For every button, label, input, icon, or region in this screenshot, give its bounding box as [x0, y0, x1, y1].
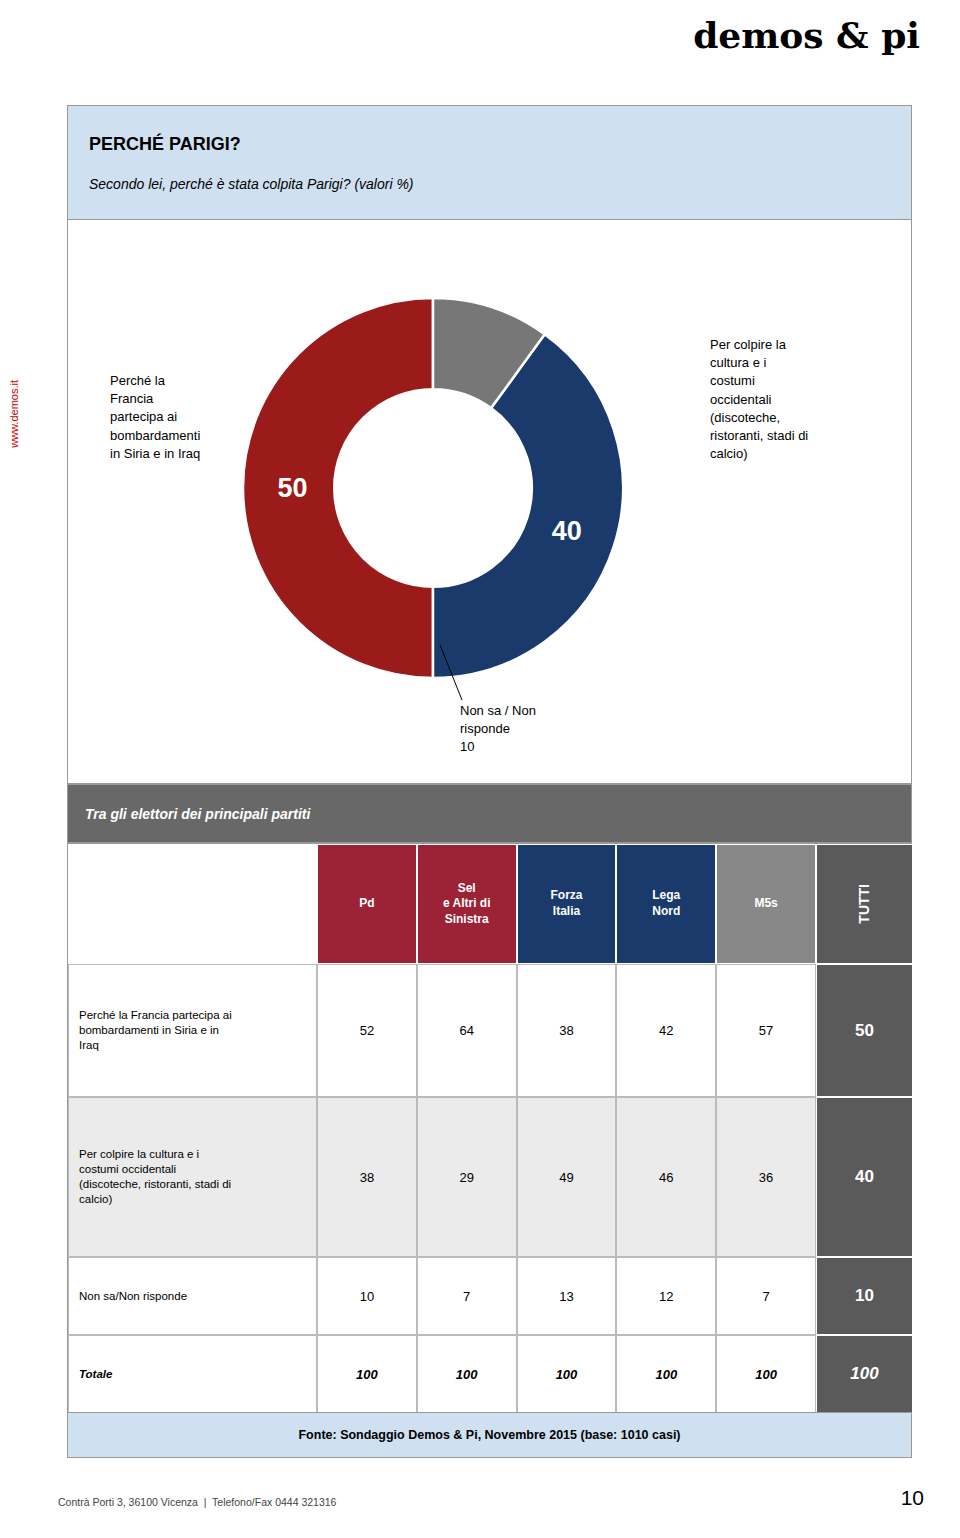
category-label: Non sa / Non risponde 10: [460, 702, 536, 757]
wedge: [433, 298, 545, 408]
category-label: Per colpire la cultura e i costumi occid…: [710, 336, 808, 463]
wedges: [243, 298, 623, 678]
cell-value: 100: [556, 1367, 578, 1382]
table-cell: 100: [417, 1335, 517, 1413]
column-header: Lega Nord: [616, 844, 716, 964]
cell-value: 100: [456, 1367, 478, 1382]
column-header: Pd: [317, 844, 417, 964]
cell-value: 64: [459, 1023, 473, 1038]
cell-value: 13: [559, 1289, 573, 1304]
table-cell: 42: [616, 964, 716, 1097]
cell-value: 38: [360, 1170, 374, 1185]
row-label: Totale: [79, 1367, 112, 1382]
title: PERCHÉ PARIGI?: [89, 134, 241, 155]
cell-value: 12: [659, 1289, 673, 1304]
table-footer: Fonte: Sondaggio Demos & Pi, Novembre 20…: [67, 1412, 912, 1458]
leader-line: [440, 645, 462, 700]
row-label: Perché la Francia partecipa ai bombardam…: [79, 1008, 232, 1053]
table-cell: 50: [816, 964, 913, 1097]
category-text: Per colpire la cultura e i costumi occid…: [710, 337, 808, 461]
row-label-cell: Perché la Francia partecipa ai bombardam…: [68, 964, 317, 1097]
table-cell: 100: [816, 1335, 913, 1413]
table-cell: 38: [517, 964, 617, 1097]
table-cell: 52: [317, 964, 417, 1097]
category-label: Perché la Francia partecipa ai bombardam…: [110, 372, 200, 463]
table-cell: 10: [317, 1257, 417, 1335]
cell-value: 100: [755, 1367, 777, 1382]
data-label: 40: [552, 516, 582, 546]
cell-value: 52: [360, 1023, 374, 1038]
column-header: M5s: [716, 844, 816, 964]
table-cell: 49: [517, 1097, 617, 1257]
row-label: Per colpire la cultura e i costumi occid…: [79, 1147, 231, 1207]
donut-chart: 50 40: [68, 220, 911, 783]
row-label: Non sa/Non risponde: [79, 1289, 187, 1304]
table-cell: 13: [517, 1257, 617, 1335]
category-text: Non sa / Non risponde: [460, 703, 536, 736]
table-cell: 100: [517, 1335, 617, 1413]
column-header-text: M5s: [754, 896, 777, 912]
address: Contrà Porti 3, 36100 Vicenza | Telefono…: [58, 1496, 336, 1508]
table-cell: 46: [616, 1097, 716, 1257]
page-number: 10: [901, 1486, 924, 1510]
logo: demos & pi: [693, 14, 920, 56]
cell-value: 57: [759, 1023, 773, 1038]
pie-box: 50 40 Perché la Francia partecipa ai bomba…: [67, 219, 912, 784]
column-header: TUTTI: [816, 844, 913, 964]
sidebar-text: www.demos.it: [8, 380, 20, 448]
category-text: Perché la Francia partecipa ai bombardam…: [110, 373, 200, 461]
table-title-bar: Tra gli elettori dei principali partiti: [67, 784, 912, 843]
column-header-text: TUTTI: [855, 884, 873, 924]
cell-value: 49: [559, 1170, 573, 1185]
table-cell: 100: [317, 1335, 417, 1413]
page: demos & pi www.demos.it PERCHÉ PARIGI? Seco…: [0, 0, 960, 1538]
table-cell: 7: [716, 1257, 816, 1335]
cell-value: 40: [855, 1167, 874, 1187]
cell-value: 100: [850, 1364, 878, 1384]
column-header-text: Pd: [359, 896, 374, 912]
cell-value: 7: [762, 1289, 769, 1304]
column-header-text: Sel e Altri di Sinistra: [443, 881, 491, 928]
cell-value: 29: [459, 1170, 473, 1185]
column-header: Sel e Altri di Sinistra: [417, 844, 517, 964]
table-cell: 7: [417, 1257, 517, 1335]
table-cell: 100: [616, 1335, 716, 1413]
table-title: Tra gli elettori dei principali partiti: [85, 806, 310, 822]
data-label: 50: [277, 473, 307, 503]
row-label-cell: Non sa/Non risponde: [68, 1257, 317, 1335]
table-cell: 57: [716, 964, 816, 1097]
table-cell: 29: [417, 1097, 517, 1257]
cell-value: 42: [659, 1023, 673, 1038]
cell-value: 50: [855, 1021, 874, 1041]
cell-value: 10: [855, 1286, 874, 1306]
header-box: PERCHÉ PARIGI? Secondo lei, perché è stat…: [67, 105, 912, 220]
cell-value: 46: [659, 1170, 673, 1185]
table-cell: 36: [716, 1097, 816, 1257]
row-label-cell: Per colpire la cultura e i costumi occid…: [68, 1097, 317, 1257]
subtitle: Secondo lei, perché è stata colpita Pari…: [89, 176, 414, 192]
source-note: Fonte: Sondaggio Demos & Pi, Novembre 20…: [298, 1428, 680, 1442]
table-cell: 38: [317, 1097, 417, 1257]
table-cell: 100: [716, 1335, 816, 1413]
row-label-cell: Totale: [68, 1335, 317, 1413]
column-header: Forza Italia: [517, 844, 617, 964]
wedge: [243, 298, 433, 678]
column-header-text: Lega Nord: [652, 888, 680, 919]
cell-value: 36: [759, 1170, 773, 1185]
table-cell: 64: [417, 964, 517, 1097]
cell-value: 7: [463, 1289, 470, 1304]
cell-value: 10: [360, 1289, 374, 1304]
column-header-text: Forza Italia: [550, 888, 582, 919]
cell-value: 38: [559, 1023, 573, 1038]
table-cell: 40: [816, 1097, 913, 1257]
table-cell: 12: [616, 1257, 716, 1335]
table-cell: 10: [816, 1257, 913, 1335]
cell-value: 100: [655, 1367, 677, 1382]
cell-value: 100: [356, 1367, 378, 1382]
data-label: 10: [460, 738, 536, 756]
table: Pd Sel e Altri di Sinistra Forza Italia Leg…: [67, 843, 912, 1458]
